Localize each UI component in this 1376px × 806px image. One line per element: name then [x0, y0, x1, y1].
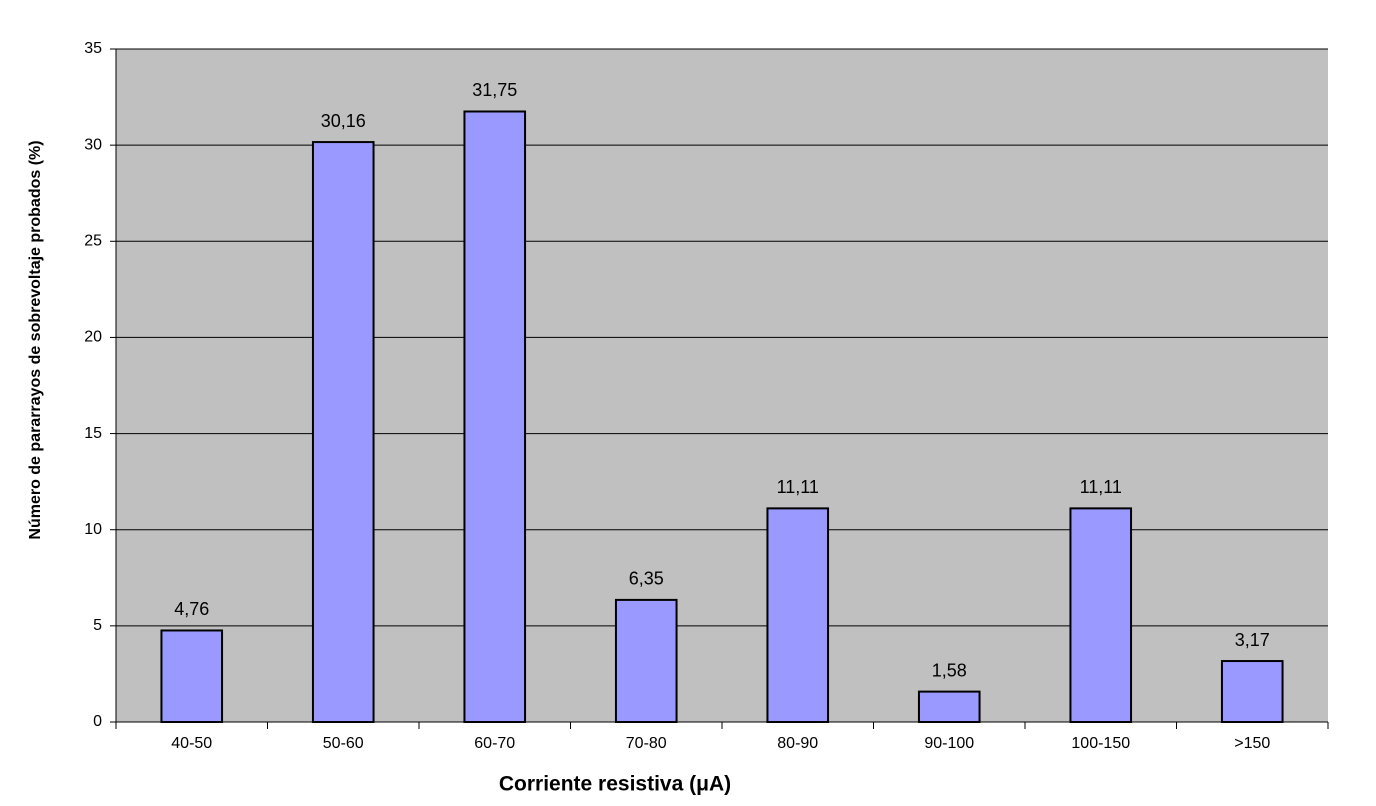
x-axis-title: Corriente resistiva (μA) [499, 773, 731, 796]
bar [917, 690, 981, 723]
value-label: 1,58 [932, 660, 967, 680]
bar [1220, 660, 1284, 723]
y-tick-label: 0 [93, 713, 102, 730]
y-tick-label: 30 [84, 136, 102, 153]
y-tick-label: 35 [84, 40, 102, 57]
x-tick-label: 80-90 [777, 735, 818, 752]
y-tick-label: 25 [84, 233, 102, 250]
bar [311, 141, 375, 723]
bar [1069, 507, 1133, 723]
x-tick-label: 90-100 [924, 735, 974, 752]
y-tick-label: 20 [84, 329, 102, 346]
bar [463, 110, 527, 723]
y-tick-label: 10 [84, 521, 102, 538]
value-label: 11,11 [777, 477, 819, 497]
value-label: 3,17 [1235, 630, 1270, 650]
bar [766, 507, 830, 723]
x-tick-label: 40-50 [171, 735, 212, 752]
plot-area [116, 49, 1328, 722]
value-label: 4,76 [174, 599, 209, 619]
x-tick-label: 70-80 [626, 735, 667, 752]
x-tick-label: 100-150 [1071, 735, 1130, 752]
value-label: 30,16 [321, 111, 366, 131]
bar [614, 598, 678, 723]
value-label: 11,11 [1080, 477, 1122, 497]
y-axis-title: Número de pararrayos de sobrevoltaje pro… [27, 140, 44, 539]
bar [160, 629, 224, 723]
value-label: 6,35 [629, 569, 664, 589]
x-tick-label: 50-60 [323, 735, 364, 752]
y-tick-label: 5 [93, 617, 102, 634]
y-tick-label: 15 [84, 425, 102, 442]
value-label: 31,75 [472, 80, 517, 100]
x-tick-label: 60-70 [474, 735, 515, 752]
x-tick-label: >150 [1234, 735, 1270, 752]
